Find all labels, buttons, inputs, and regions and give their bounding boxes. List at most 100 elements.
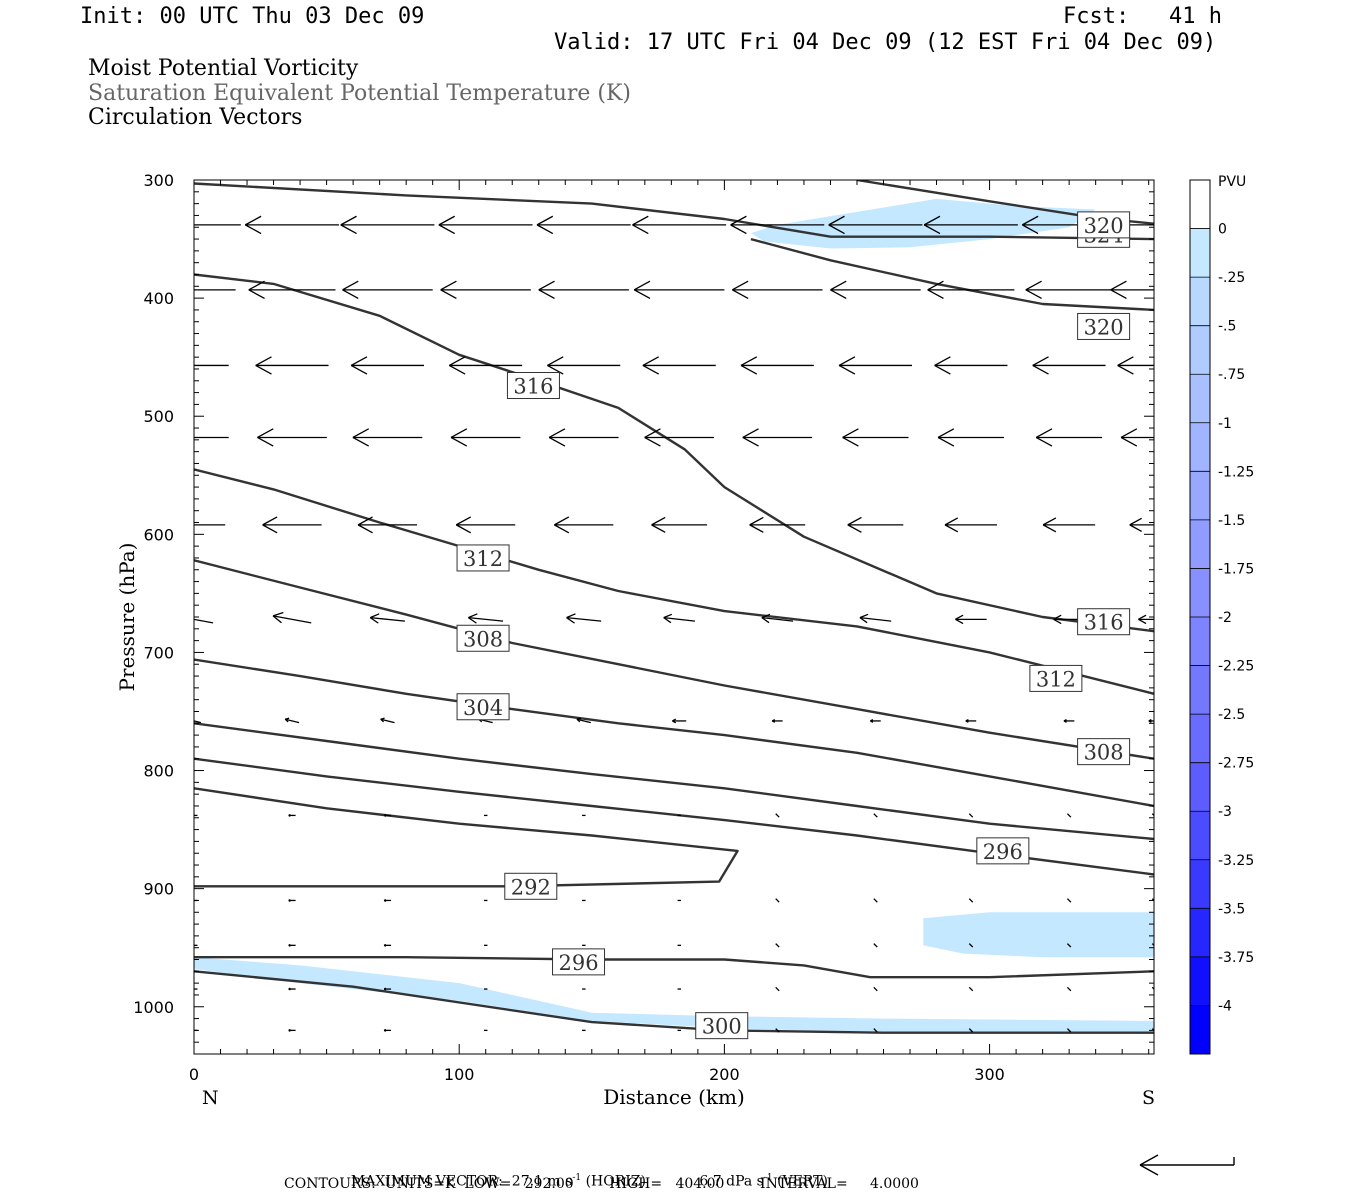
- y-tick-label-1000: 1000: [133, 998, 174, 1017]
- contour-label-text: 300: [702, 1015, 742, 1039]
- contour-label-text: 312: [1036, 667, 1076, 691]
- vector-r9-c9: [1066, 943, 1072, 948]
- vector-r4-c9: [1042, 517, 1096, 533]
- colorbar-label-5: -1.25: [1218, 464, 1254, 480]
- colorbar-label-11: -2.75: [1218, 756, 1254, 772]
- vector-r0-c0: [194, 224, 241, 226]
- vector-r9-c0: [194, 944, 198, 946]
- colorbar-swatch-6: [1190, 471, 1210, 521]
- contour-label-308-8: 308: [1077, 738, 1131, 766]
- vector-r2-c4: [547, 356, 621, 375]
- vector-r6-c5: [672, 718, 687, 724]
- colorbar-swatch-4: [1190, 374, 1210, 424]
- colorbar-label-12: -3: [1218, 804, 1232, 820]
- colorbar-label-14: -3.5: [1218, 901, 1245, 917]
- vector-r2-c9: [1032, 356, 1106, 375]
- vector-r7-c2: [383, 813, 392, 817]
- max-vector-label: MAXIMUM VECTOR:: [350, 1173, 503, 1190]
- vector-r11-c1: [288, 1028, 296, 1032]
- vector-r2-c2: [350, 356, 425, 375]
- vector-r8-c9: [1066, 898, 1072, 903]
- vector-r1-c10: [1110, 280, 1154, 300]
- vector-r11-c2: [383, 1028, 392, 1032]
- theta-contour-layer: [194, 180, 1154, 1034]
- colorbar-label-1: -.25: [1218, 270, 1245, 286]
- vector-r7-c6: [775, 813, 780, 818]
- contour-label-text: 296: [558, 951, 598, 975]
- vector-r7-c7: [873, 813, 878, 818]
- init-time: Init: 00 UTC Thu 03 Dec 09: [80, 4, 425, 29]
- colorbar-swatch-10: [1190, 665, 1210, 715]
- north-label: N: [202, 1087, 219, 1109]
- vert-max-value: 6.7 dPa s: [699, 1173, 764, 1190]
- pv-shade-region-1: [923, 912, 1154, 958]
- vector-r2-c0: [194, 364, 229, 367]
- y-tick-label-500: 500: [143, 407, 174, 426]
- colorbar-swatch-16: [1190, 956, 1210, 1006]
- vector-r2-c7: [838, 356, 912, 375]
- vector-r5-c4: [566, 613, 602, 624]
- horiz-unit: (HORIZ): [581, 1173, 646, 1190]
- contour-label-296-13: 296: [552, 948, 606, 976]
- vector-r0-c5: [632, 215, 727, 235]
- x-tick-label-200: 200: [709, 1065, 740, 1084]
- vector-r4-c5: [651, 516, 708, 533]
- y-axis-title: Pressure (hPa): [115, 543, 139, 692]
- colorbar-swatch-13: [1190, 811, 1210, 861]
- contour-label-304-9: 304: [456, 693, 510, 721]
- contour-label-text: 320: [1084, 214, 1124, 238]
- vector-r3-c8: [937, 428, 1004, 447]
- axes-layer: 300 400 500 600 700 800 900 1000 0 100 200 300: [133, 171, 1154, 1084]
- theta-contour-304-9: [194, 658, 1154, 808]
- vector-r6-c6: [771, 718, 783, 723]
- contour-label-320-2: 320: [1077, 312, 1131, 340]
- vector-r7-c0: [194, 814, 198, 817]
- x-tick-label-0: 0: [189, 1065, 199, 1084]
- colorbar-label-10: -2.5: [1218, 707, 1245, 723]
- vector-r5-c0: [194, 618, 214, 624]
- vector-r5-c8: [955, 614, 987, 625]
- x-tick-label-300: 300: [974, 1065, 1005, 1084]
- vector-r4-c4: [554, 516, 614, 534]
- vector-r1-c4: [538, 280, 629, 300]
- vector-r5-c2: [369, 613, 405, 624]
- vector-r10-c2: [383, 987, 392, 991]
- vector-r3-c3: [450, 428, 521, 447]
- south-label: S: [1142, 1087, 1155, 1109]
- vector-r10-c1: [288, 987, 296, 991]
- vector-r7-c1: [288, 813, 296, 817]
- vector-r4-c7: [847, 516, 904, 533]
- vector-r1-c0: [194, 289, 236, 291]
- vector-r5-c7: [859, 613, 892, 624]
- colorbar-swatch-7: [1190, 519, 1210, 569]
- vector-r3-c0: [194, 436, 229, 439]
- vector-r7-c9: [1066, 813, 1072, 818]
- horiz-max-value: 27.1 m s: [511, 1173, 573, 1190]
- vector-r1-c7: [830, 280, 921, 300]
- contour-label-312-5: 312: [456, 544, 510, 572]
- vector-r1-c3: [440, 280, 531, 300]
- colorbar-label-8: -2: [1218, 610, 1232, 626]
- theta-contour-296-11: [194, 757, 1154, 876]
- pv-shade-region-0: [750, 198, 1096, 249]
- vector-r8-c2: [383, 898, 392, 902]
- theta-contour-324-0: [194, 182, 1154, 241]
- contour-label-layer: 3243203203163163123123083083042962922963…: [456, 211, 1131, 1040]
- vector-r2-c3: [448, 356, 523, 375]
- vector-r8-c10: [1151, 898, 1154, 902]
- colorbar-swatch-14: [1190, 859, 1210, 909]
- pv-shading-layer: [194, 198, 1154, 1034]
- y-tick-label-600: 600: [143, 525, 174, 544]
- vector-r9-c8: [968, 943, 974, 948]
- theta-contour-312-5: [194, 468, 1154, 695]
- vector-r3-c1: [257, 428, 327, 447]
- vector-r0-c8: [923, 215, 1018, 235]
- vector-r4-c6: [749, 516, 806, 533]
- colorbar-swatch-2: [1190, 277, 1210, 326]
- vector-r7-c10: [1151, 813, 1154, 817]
- contour-label-text: 304: [463, 696, 503, 720]
- y-tick-label-400: 400: [143, 289, 174, 308]
- vector-r9-c7: [873, 943, 878, 948]
- contour-label-296-11: 296: [976, 837, 1030, 865]
- vector-r4-c0: [194, 524, 226, 526]
